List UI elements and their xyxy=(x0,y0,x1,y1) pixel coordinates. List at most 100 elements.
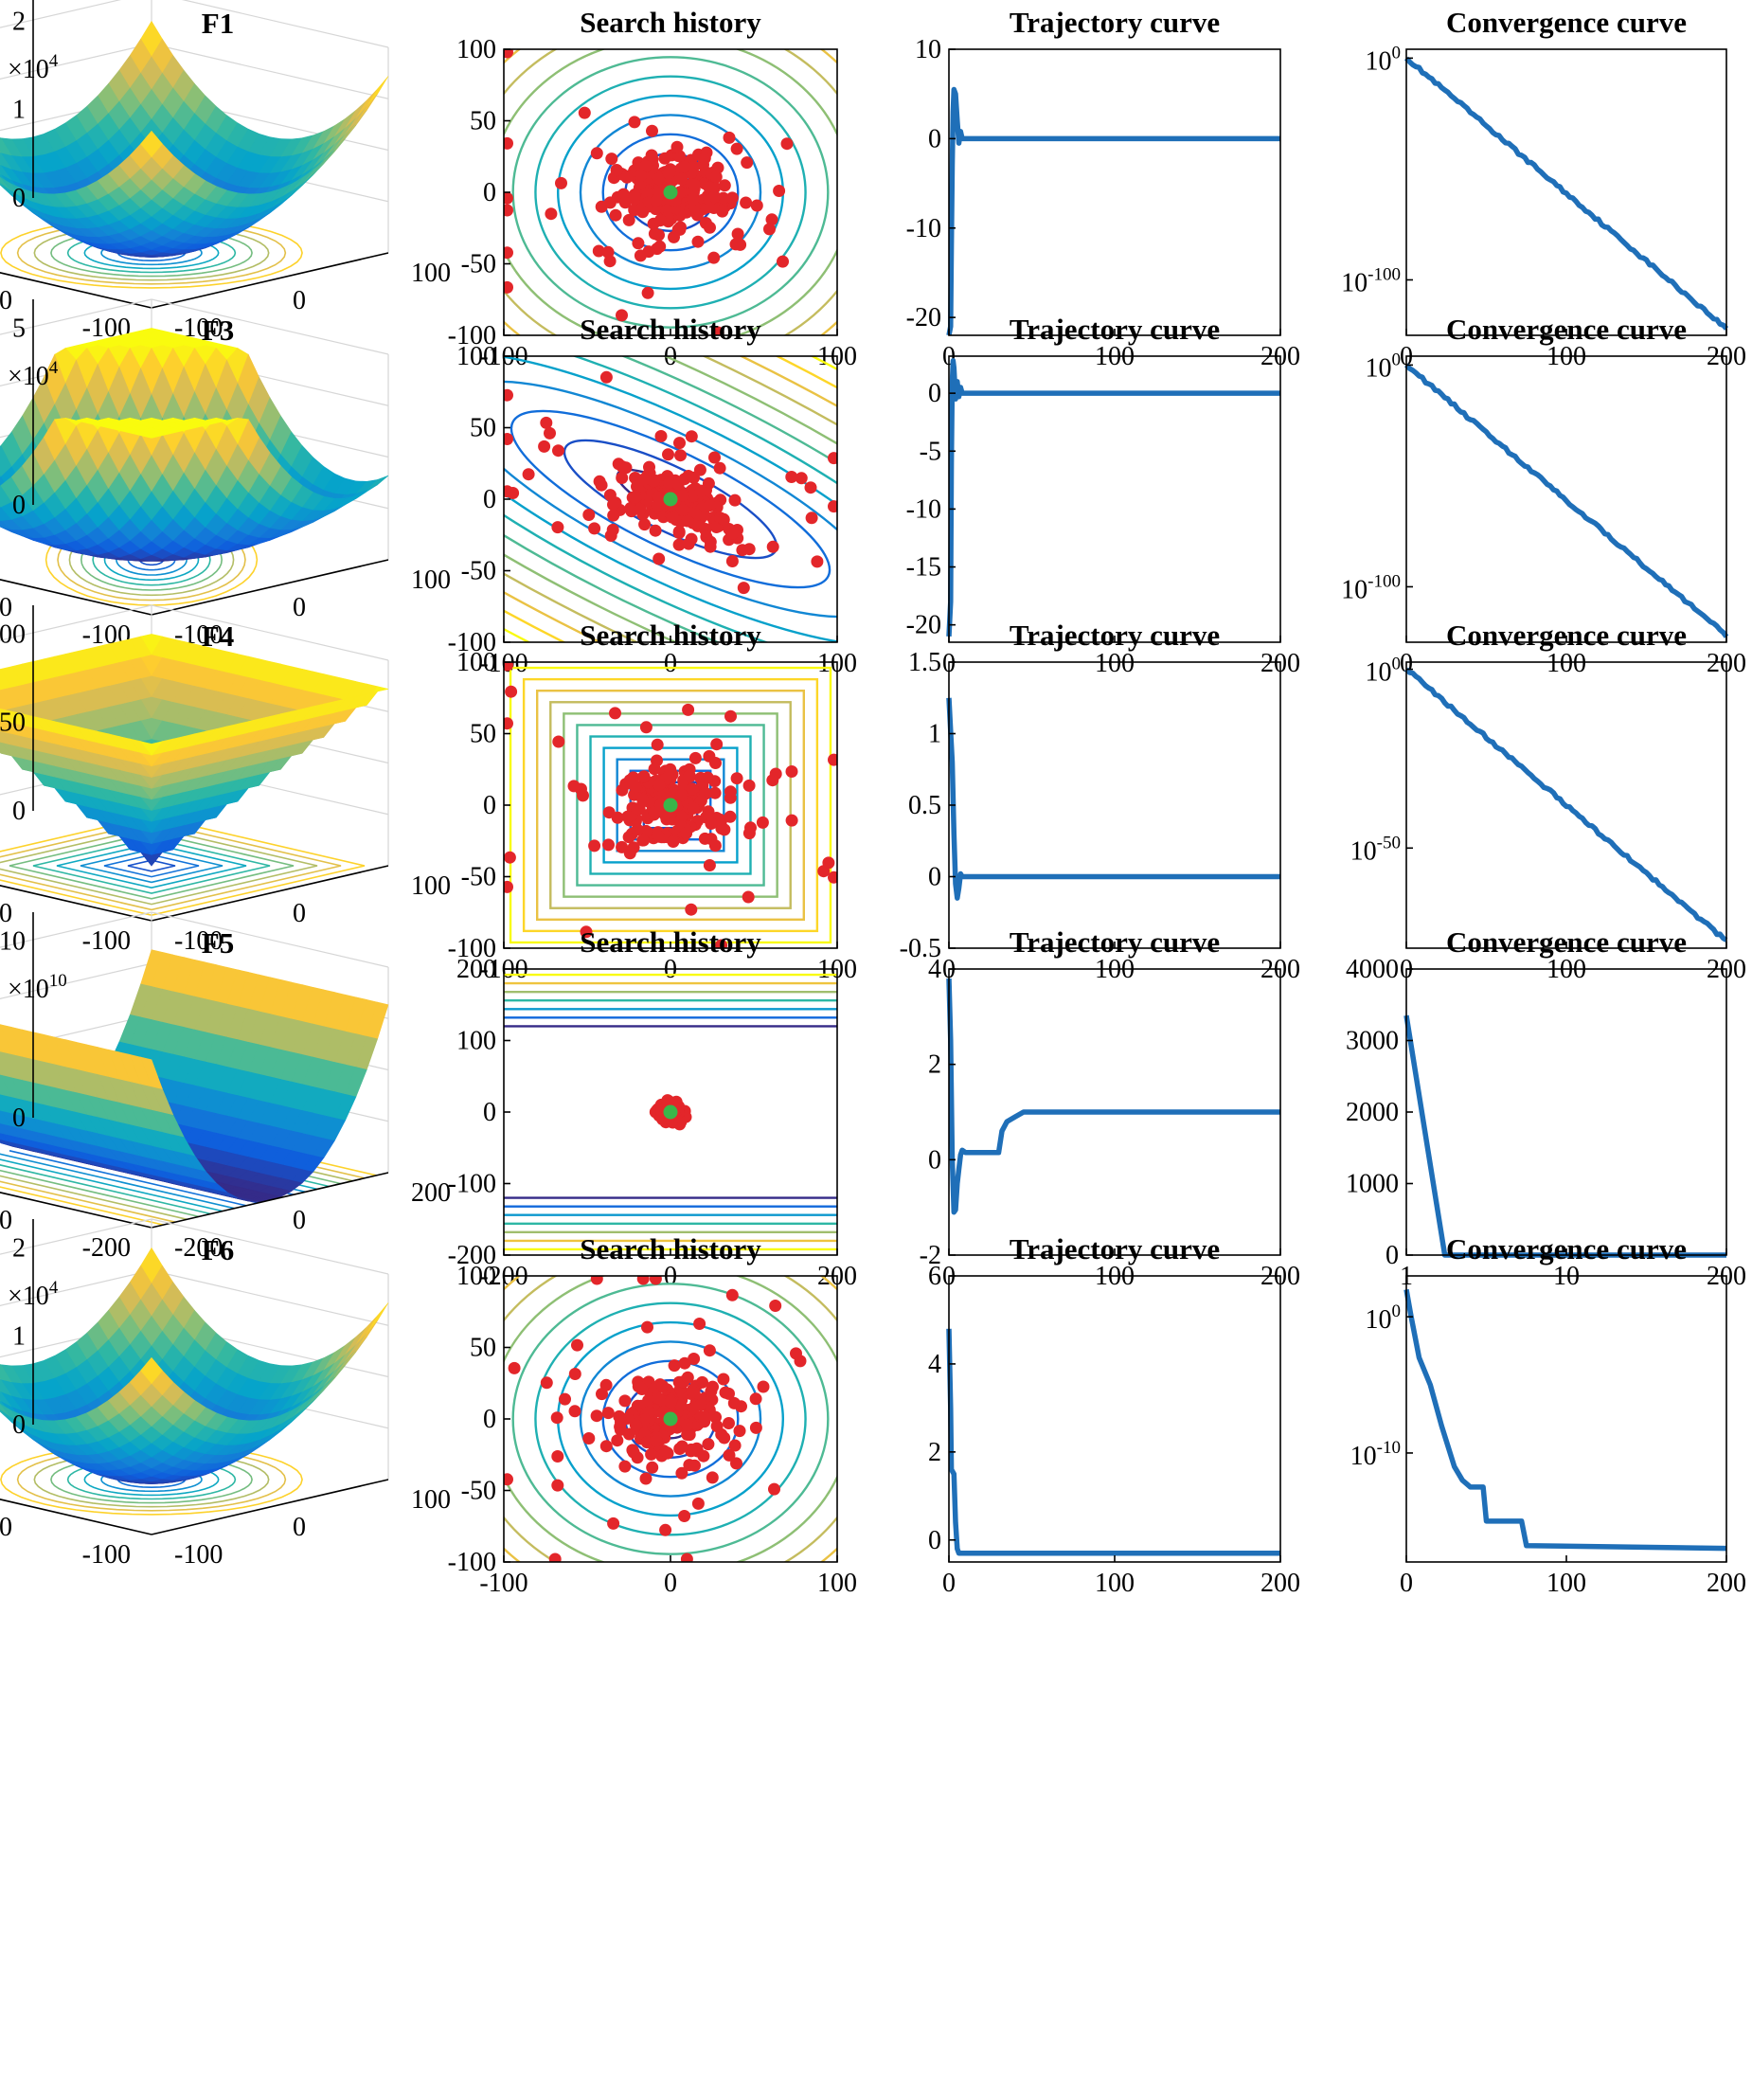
search-point xyxy=(795,472,808,485)
y-tick-label: 10-10 xyxy=(1350,1438,1401,1471)
search-point xyxy=(718,179,731,192)
search-point xyxy=(632,237,645,250)
trajectory-title: Trajectory curve xyxy=(1010,313,1220,346)
convergence-line xyxy=(1403,1014,1726,1258)
search-point xyxy=(828,871,837,884)
search-point xyxy=(676,489,689,502)
y-tick-label: 0 xyxy=(928,1526,941,1555)
search-point xyxy=(678,1356,691,1370)
y-tick-label: 100 xyxy=(411,259,451,288)
search-point xyxy=(607,498,619,512)
convergence-line xyxy=(1403,56,1729,331)
search-point xyxy=(504,191,513,205)
search-point xyxy=(773,185,786,197)
y-tick-label: -10 xyxy=(906,494,941,524)
y-tick-label: 1000 xyxy=(1346,1170,1399,1199)
search-point xyxy=(691,235,705,248)
search-point xyxy=(582,1432,596,1445)
floor-contour xyxy=(0,820,342,911)
wall-grid xyxy=(151,1269,389,1326)
search-point xyxy=(742,779,756,792)
search-point xyxy=(664,1395,677,1409)
y-tick-label: 100 xyxy=(1366,655,1402,688)
search-point xyxy=(619,461,633,475)
trajectory-title: Trajectory curve xyxy=(1010,925,1220,959)
z-exponent-label-base: ×10 xyxy=(8,975,49,1004)
x-tick-label: 100 xyxy=(1546,649,1586,678)
search-point xyxy=(708,786,722,799)
history-points xyxy=(504,370,837,595)
search-point xyxy=(678,473,691,486)
contour-square xyxy=(602,746,739,864)
search-point xyxy=(702,1438,715,1451)
best-point xyxy=(663,1104,678,1120)
y-tick-label-exponent: 0 xyxy=(1392,1301,1402,1321)
search-point xyxy=(674,221,687,234)
search-point xyxy=(639,721,653,734)
floor-contour xyxy=(0,1444,303,1516)
z-exponent-label: ×104 xyxy=(8,358,59,391)
x-axis xyxy=(0,885,152,922)
y-tick-label: 0 xyxy=(1386,1241,1399,1270)
surface-patch xyxy=(366,76,389,107)
search-point xyxy=(675,172,688,186)
search-point xyxy=(763,223,776,236)
convergence-line xyxy=(1404,363,1729,638)
search-point xyxy=(673,437,686,450)
search-point xyxy=(505,685,518,698)
y-tick-label: 200 xyxy=(456,955,496,984)
z-tick-label: 5 xyxy=(12,314,26,343)
contour-ellipse xyxy=(504,356,837,642)
y-tick-label: 0 xyxy=(928,124,941,153)
search-point xyxy=(691,1497,705,1510)
y-tick-label: 3000 xyxy=(1346,1027,1399,1056)
y-tick-label: 4 xyxy=(928,955,941,984)
z-exponent-label-exponent: 10 xyxy=(49,971,67,991)
contour-ring xyxy=(601,133,740,252)
search-point xyxy=(615,1415,627,1428)
axes-box xyxy=(1405,1275,1727,1563)
trajectory-line xyxy=(946,1328,1280,1556)
search-point xyxy=(730,1457,742,1470)
search-point xyxy=(568,1368,581,1380)
z-exponent-label: ×104 xyxy=(8,1278,59,1311)
y-tick-label: -0.5 xyxy=(900,934,941,963)
wall-grid xyxy=(151,43,389,99)
search-point xyxy=(646,1461,659,1474)
search-point xyxy=(504,136,513,150)
search-point xyxy=(645,149,658,162)
search-point xyxy=(628,116,641,129)
search-point xyxy=(685,430,698,443)
search-point xyxy=(683,769,696,782)
search-point xyxy=(703,859,716,871)
search-point xyxy=(694,484,707,497)
surface-title: F3 xyxy=(202,314,234,347)
y-axis xyxy=(151,559,389,616)
search-point xyxy=(688,1353,701,1365)
search-point xyxy=(504,204,513,217)
z-exponent-label-exponent: 4 xyxy=(49,358,59,378)
y-tick-label: -50 xyxy=(461,1477,496,1506)
contour-ellipse xyxy=(504,380,837,619)
y-tick-label: 10 xyxy=(915,35,941,64)
search-point xyxy=(635,170,648,182)
search-point xyxy=(602,838,615,852)
search-point xyxy=(540,1376,553,1390)
search-point xyxy=(634,249,647,262)
y-tick-label-base: 10 xyxy=(1366,1305,1392,1335)
search-point xyxy=(588,839,601,853)
search-point xyxy=(780,137,794,151)
search-point xyxy=(595,478,608,492)
search-point xyxy=(621,810,635,823)
best-point xyxy=(663,185,678,200)
y-tick-label: 0 xyxy=(928,379,941,408)
z-exponent-label-exponent: 4 xyxy=(49,51,59,71)
search-point xyxy=(670,140,684,153)
y-axis xyxy=(151,1172,389,1229)
search-point xyxy=(647,475,660,488)
y-tick-label: 10-100 xyxy=(1341,571,1401,604)
search-point xyxy=(650,1434,663,1447)
search-point xyxy=(777,255,789,268)
